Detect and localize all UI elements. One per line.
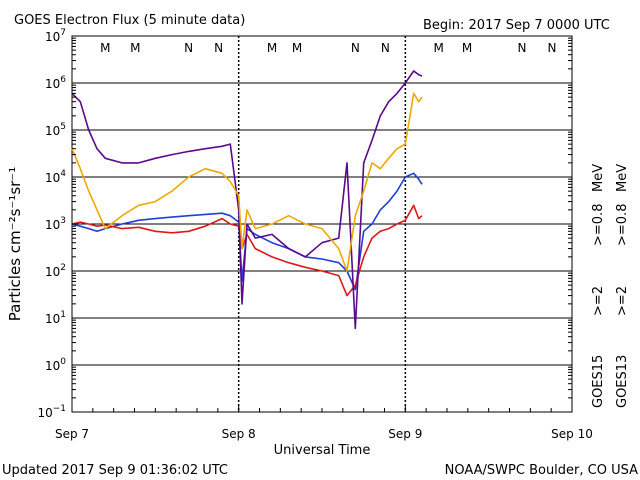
chart-title: GOES Electron Flux (5 minute data): [14, 13, 245, 28]
y-tick-label: 10−1: [37, 404, 66, 420]
y-tick-label: 100: [45, 357, 66, 373]
legend-unit: MeV: [591, 164, 606, 192]
legend-goes15-label: GOES15: [591, 355, 606, 408]
satellite-marker: M: [462, 41, 472, 55]
satellite-marker: M: [100, 41, 110, 55]
y-tick-label: 103: [45, 216, 66, 232]
series-lines: [71, 70, 423, 330]
satellite-marker: N: [518, 41, 527, 55]
satellite-marker: N: [214, 41, 223, 55]
y-tick-label: 107: [45, 28, 66, 44]
series-line-goes13-2-mev: [71, 204, 423, 297]
legend-goes13-label: GOES13: [615, 355, 630, 408]
series-line-goes13-0-8-mev: [71, 92, 423, 272]
series-line-goes15-2-mev: [71, 172, 423, 291]
satellite-marker: N: [381, 41, 390, 55]
y-tick-label: 102: [45, 263, 66, 279]
x-tick-label: Sep 7: [55, 427, 89, 441]
x-tick-label: Sep 9: [388, 427, 422, 441]
legend-unit: MeV: [615, 164, 630, 192]
satellite-marker: N: [184, 41, 193, 55]
legend-goes13-ge2: >=2: [615, 286, 630, 316]
x-tick-label: Sep 8: [222, 427, 256, 441]
legend-goes15-ge2: >=2: [591, 286, 606, 316]
legend-goes15-ge08: >=0.8: [591, 204, 606, 246]
y-axis-ticks: 10−1 100 101 102 103 104 105 106 107: [37, 28, 572, 420]
satellite-marker: N: [548, 41, 557, 55]
satellite-marker: M: [130, 41, 140, 55]
y-tick-label: 106: [45, 75, 66, 91]
updated-timestamp: Updated 2017 Sep 9 01:36:02 UTC: [2, 463, 228, 478]
y-tick-label: 105: [45, 122, 66, 138]
x-axis-ticks: Sep 7 Sep 8 Sep 9 Sep 10: [55, 404, 593, 441]
satellite-marker: M: [292, 41, 302, 55]
satellite-marker: M: [267, 41, 277, 55]
legend-goes13-ge08: >=0.8: [615, 204, 630, 246]
y-axis-label: Particles cm⁻²s⁻¹sr⁻¹: [6, 167, 24, 321]
y-tick-label: 104: [45, 169, 66, 185]
legend-goes15: GOES15 >=2 >=0.8 MeV: [591, 164, 606, 408]
legend-goes13: GOES13 >=2 >=0.8 MeV: [615, 164, 630, 408]
credit-label: NOAA/SWPC Boulder, CO USA: [445, 463, 638, 478]
series-line-goes15-0-8-mev: [71, 70, 423, 330]
satellite-marker: M: [433, 41, 443, 55]
x-axis-label: Universal Time: [274, 443, 371, 458]
x-tick-label: Sep 10: [551, 427, 593, 441]
y-tick-label: 101: [45, 310, 66, 326]
begin-time-label: Begin: 2017 Sep 7 0000 UTC: [423, 18, 610, 33]
satellite-marker: N: [351, 41, 360, 55]
